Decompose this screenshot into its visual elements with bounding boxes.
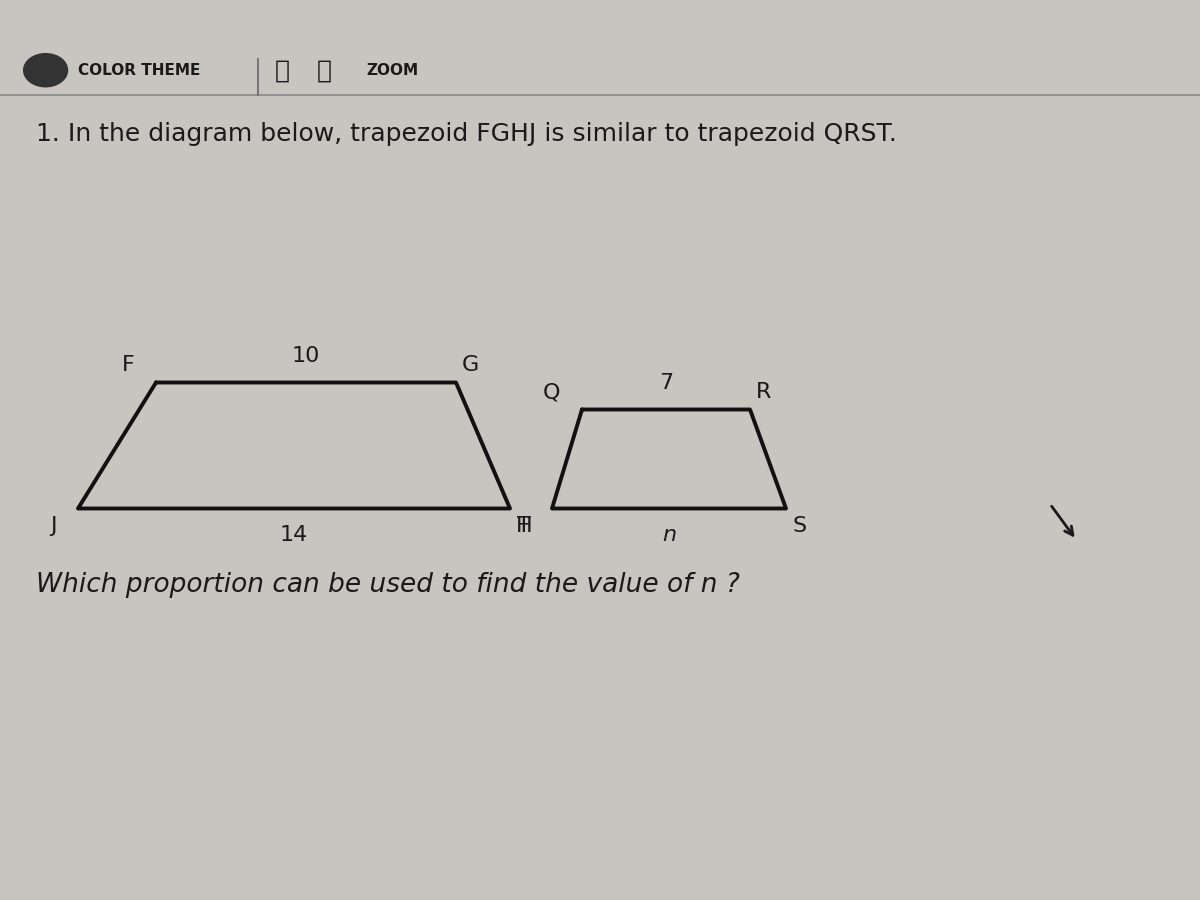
Text: F: F	[121, 356, 134, 375]
Text: Which proportion can be used to find the value of n ?: Which proportion can be used to find the…	[36, 572, 740, 598]
Text: n: n	[662, 525, 676, 544]
Text: 14: 14	[280, 525, 308, 544]
Text: T: T	[517, 516, 530, 536]
Text: R: R	[756, 382, 772, 402]
Circle shape	[24, 54, 67, 86]
Text: S: S	[792, 516, 806, 536]
Text: Q: Q	[542, 382, 560, 402]
Text: 10: 10	[292, 346, 320, 366]
Text: ⌕: ⌕	[275, 58, 289, 82]
Text: COLOR THEME: COLOR THEME	[78, 63, 200, 77]
Text: ⌕: ⌕	[317, 58, 331, 82]
Text: 7: 7	[659, 374, 673, 393]
Text: J: J	[50, 516, 56, 536]
Text: ZOOM: ZOOM	[366, 63, 418, 77]
Text: 1. In the diagram below, trapezoid FGHJ is similar to trapezoid QRST.: 1. In the diagram below, trapezoid FGHJ …	[36, 122, 896, 146]
Text: G: G	[462, 356, 479, 375]
Text: H: H	[516, 516, 533, 536]
